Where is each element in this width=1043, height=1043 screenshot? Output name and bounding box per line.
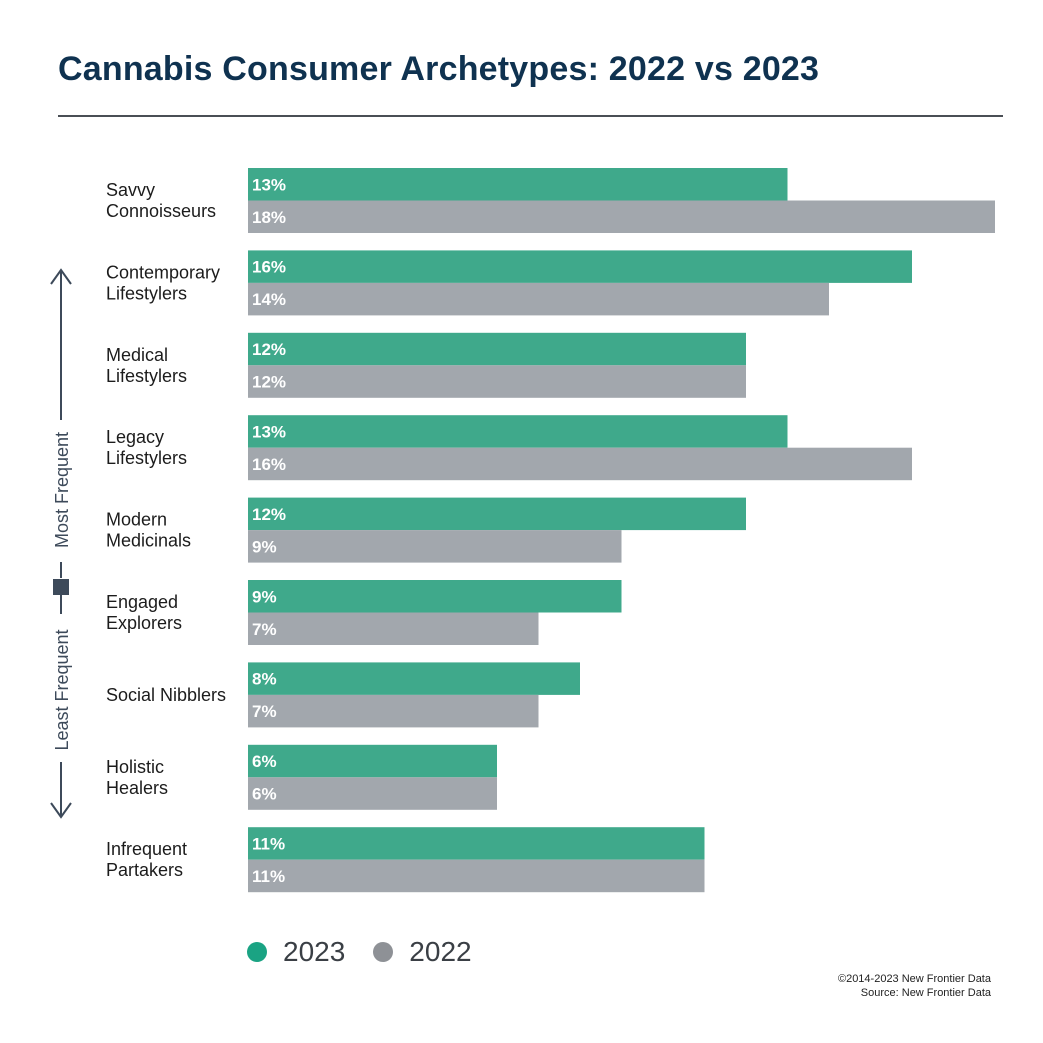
chart-title: Cannabis Consumer Archetypes: 2022 vs 20… — [58, 50, 820, 88]
category-label-infrequent-partakers: Infrequent Partakers — [106, 839, 187, 880]
value-label-2022-contemporary-lifestylers: 14% — [252, 290, 286, 309]
category-label-medical-lifestylers: Medical Lifestylers — [106, 345, 187, 386]
value-label-2023-modern-medicinals: 12% — [252, 505, 286, 524]
bar-2023-savvy-connoisseurs — [248, 168, 788, 201]
bar-2022-infrequent-partakers — [248, 859, 705, 893]
copyright-text: ©2014-2023 New Frontier Data — [837, 973, 991, 985]
value-label-2022-legacy-lifestylers: 16% — [252, 455, 286, 474]
arrow-down-icon — [50, 802, 72, 819]
value-label-2023-infrequent-partakers: 11% — [252, 834, 285, 853]
bar-2022-legacy-lifestylers — [248, 447, 912, 481]
legend-swatch-2023 — [247, 942, 267, 962]
value-label-2022-social-nibblers: 7% — [252, 702, 277, 721]
value-label-2022-engaged-explorers: 7% — [252, 620, 277, 639]
bar-2022-social-nibblers — [248, 694, 539, 728]
category-label-legacy-lifestylers: Legacy Lifestylers — [106, 427, 187, 468]
bars-group: Savvy Connoisseurs 13% 18% Contemporary Lifes… — [106, 168, 995, 893]
bar-2023-engaged-explorers — [248, 580, 622, 613]
frequency-guide: Most Frequent Least Frequent — [50, 268, 72, 819]
category-label-contemporary-lifestylers: Contemporary Lifestylers — [106, 262, 220, 303]
category-label-engaged-explorers: Engaged Explorers — [106, 592, 182, 633]
category-label-savvy-connoisseurs: Savvy Connoisseurs — [106, 180, 216, 221]
legend: 2023 2022 — [247, 936, 500, 968]
category-label-holistic-healers: Holistic Healers — [106, 757, 168, 798]
bar-2023-contemporary-lifestylers — [248, 250, 912, 283]
value-label-2023-legacy-lifestylers: 13% — [252, 422, 286, 441]
arrow-up-icon — [50, 268, 72, 285]
bar-2022-engaged-explorers — [248, 612, 539, 645]
value-label-2022-modern-medicinals: 9% — [252, 537, 277, 556]
category-label-modern-medicinals: Modern Medicinals — [106, 510, 191, 551]
legend-label-2022: 2022 — [409, 936, 472, 967]
value-label-2023-contemporary-lifestylers: 16% — [252, 258, 286, 277]
value-label-2022-savvy-connoisseurs: 18% — [252, 208, 286, 227]
value-label-2023-savvy-connoisseurs: 13% — [252, 175, 286, 194]
value-label-2022-medical-lifestylers: 12% — [252, 373, 286, 392]
bar-2023-legacy-lifestylers — [248, 415, 788, 448]
value-label-2023-holistic-healers: 6% — [252, 752, 277, 771]
title-divider — [58, 115, 1003, 117]
bar-2023-infrequent-partakers — [248, 827, 705, 860]
legend-swatch-2022 — [373, 942, 394, 962]
least-frequent-label: Least Frequent — [52, 629, 72, 750]
bar-2022-contemporary-lifestylers — [248, 282, 829, 316]
bar-2023-holistic-healers — [248, 744, 497, 778]
bar-2023-social-nibblers — [248, 662, 580, 695]
legend-item-2023: 2023 — [247, 936, 345, 968]
value-label-2023-engaged-explorers: 9% — [252, 587, 277, 606]
legend-item-2022: 2022 — [373, 936, 472, 968]
footer: ©2014-2023 New Frontier Data Source: New… — [838, 972, 991, 1000]
most-frequent-label: Most Frequent — [52, 432, 72, 548]
midpoint-square-icon — [53, 579, 69, 595]
category-label-social-nibblers: Social Nibblers — [106, 685, 226, 705]
bar-chart: Most Frequent Least Frequent Savvy Connoi… — [50, 168, 995, 893]
source-text: Source: New Frontier Data — [860, 987, 991, 999]
value-label-2022-holistic-healers: 6% — [252, 785, 277, 804]
bar-2023-medical-lifestylers — [248, 332, 746, 366]
value-label-2023-social-nibblers: 8% — [252, 670, 277, 689]
bar-2023-modern-medicinals — [248, 497, 746, 531]
value-label-2023-medical-lifestylers: 12% — [252, 340, 286, 359]
bar-2022-holistic-healers — [248, 777, 497, 810]
value-label-2022-infrequent-partakers: 11% — [252, 867, 285, 886]
bar-2022-medical-lifestylers — [248, 365, 746, 398]
bar-2022-modern-medicinals — [248, 530, 622, 563]
bar-2022-savvy-connoisseurs — [248, 200, 995, 233]
legend-label-2023: 2023 — [283, 936, 346, 967]
